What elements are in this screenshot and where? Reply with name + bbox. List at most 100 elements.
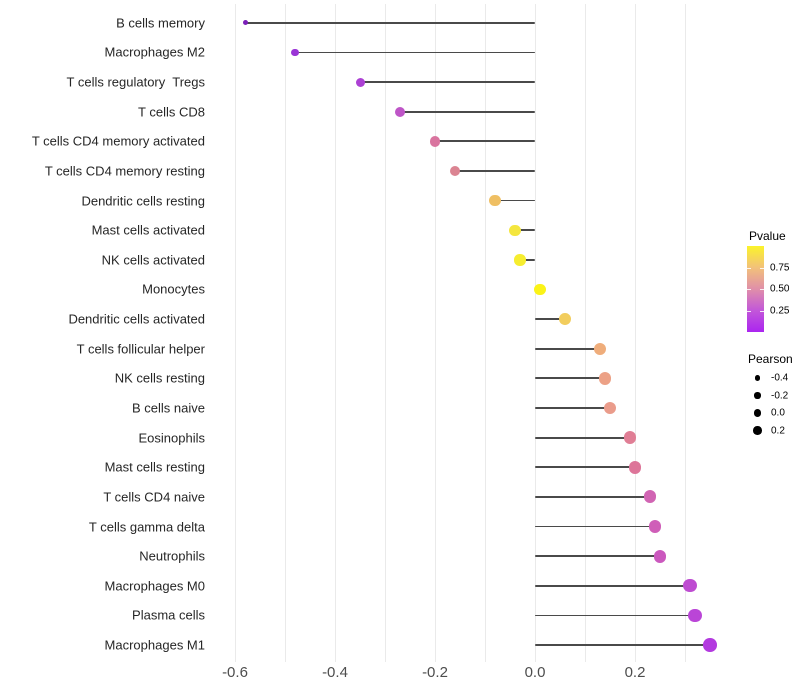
y-axis-label: Eosinophils [138,430,206,446]
y-axis-label: T cells follicular helper [76,341,205,357]
gridline [684,4,686,662]
lollipop-stem [535,436,630,439]
lollipop-dot [593,342,607,355]
gridline [584,4,586,662]
pvalue-colorbar-tick [760,289,764,290]
lollipop-dot [643,490,657,504]
y-axis-label: T cells CD8 [138,104,205,120]
x-axis-tick-label: -0.4 [322,664,348,681]
gridline [234,4,236,662]
lollipop-stem [535,347,600,350]
y-axis-label: Plasma cells [132,607,205,623]
x-axis-tick-label: 0.0 [524,664,546,681]
pvalue-colorbar-tick [747,289,751,290]
lollipop-stem [495,199,535,202]
pvalue-colorbar-tick [760,310,764,312]
lollipop-dot [534,283,546,296]
lollipop-stem [455,170,535,172]
y-axis-label: Mast cells resting [104,459,205,475]
pearson-legend-label: 0.0 [771,407,785,419]
lollipop-dot [509,224,521,236]
lollipop-stem [535,614,695,617]
x-axis-tick-label: 0.2 [624,664,646,681]
pearson-legend-label: 0.2 [771,425,785,436]
pvalue-colorbar-tick-label: 0.25 [770,305,790,316]
gridline [284,4,286,662]
y-axis-label: Macrophages M1 [104,637,205,653]
lollipop-dot [703,638,717,652]
lollipop-dot [623,431,637,444]
y-axis-label: Monocytes [142,281,205,297]
gridline [434,4,436,662]
y-axis-label: Dendritic cells resting [81,193,205,209]
gridline [484,4,486,662]
lollipop-dot [242,20,248,26]
lollipop-dot [449,165,461,177]
pvalue-colorbar-tick-label: 0.75 [770,262,790,273]
x-axis-tick-label: -0.6 [222,664,248,681]
y-axis-label: B cells memory [116,15,205,31]
lollipop-stem [245,21,535,24]
gridline [634,4,636,662]
lollipop-stem [535,644,710,646]
y-axis-label: B cells naive [132,400,205,416]
lollipop-stem [535,495,650,498]
lollipop-dot [688,608,702,623]
lollipop-dot [683,579,697,593]
y-axis-label: Macrophages M2 [104,44,205,60]
lollipop-stem [535,407,610,409]
pvalue-colorbar [747,246,764,332]
lollipop-stem [520,258,535,261]
pearson-legend-dot [753,409,762,417]
lollipop-dot [628,460,642,474]
lollipop-dot [603,401,617,415]
y-axis-label: T cells CD4 memory activated [31,133,205,149]
lollipop-stem [515,229,535,232]
pvalue-colorbar-tick-label: 0.50 [770,283,790,295]
x-axis-tick-label: -0.2 [422,664,448,681]
gridline [384,4,386,662]
pearson-legend-label: -0.2 [771,390,789,401]
y-axis-label: Dendritic cells activated [68,311,205,327]
gridline [334,4,336,662]
pvalue-colorbar-tick [747,310,751,312]
y-axis-label: Macrophages M0 [104,578,205,594]
pearson-legend-dot [753,426,762,435]
lollipop-dot [648,520,662,533]
lollipop-stem [535,466,635,469]
lollipop-stem [535,555,660,558]
y-axis-label: T cells CD4 memory resting [44,163,205,179]
lollipop-dot [514,254,526,266]
lollipop-dot [489,195,501,207]
pearson-legend-dot [754,392,761,399]
lollipop-stem [535,525,655,528]
lollipop-stem [535,584,690,587]
gridline [534,4,536,662]
y-axis-label: Mast cells activated [91,222,205,238]
pvalue-colorbar-tick [760,267,764,269]
legend-pearson-title: Pearson [748,352,793,366]
lollipop-dot [291,48,299,57]
legend-pvalue-title: Pvalue [749,229,786,243]
lollipop-dot [559,313,571,326]
y-axis-label: T cells regulatory Tregs [66,74,205,90]
lollipop-dot [395,106,405,117]
lollipop-dot [598,372,612,385]
lollipop-dot [653,549,667,563]
y-axis-label: T cells gamma delta [88,519,205,534]
y-axis-label: NK cells activated [101,252,205,268]
lollipop-stem [535,377,605,380]
lollipop-stem [435,140,535,143]
lollipop-stem [360,81,535,83]
lollipop-stem [535,318,565,320]
pvalue-colorbar-tick [747,267,751,269]
pearson-legend-label: -0.4 [771,372,789,384]
y-axis-label: NK cells resting [114,370,205,386]
lollipop-dot [355,77,365,87]
lollipop-stem [400,110,535,113]
y-axis-label: Neutrophils [139,548,205,564]
y-axis-label: T cells CD4 naive [103,489,205,505]
pearson-legend-dot [754,375,761,381]
lollipop-stem [295,51,535,54]
